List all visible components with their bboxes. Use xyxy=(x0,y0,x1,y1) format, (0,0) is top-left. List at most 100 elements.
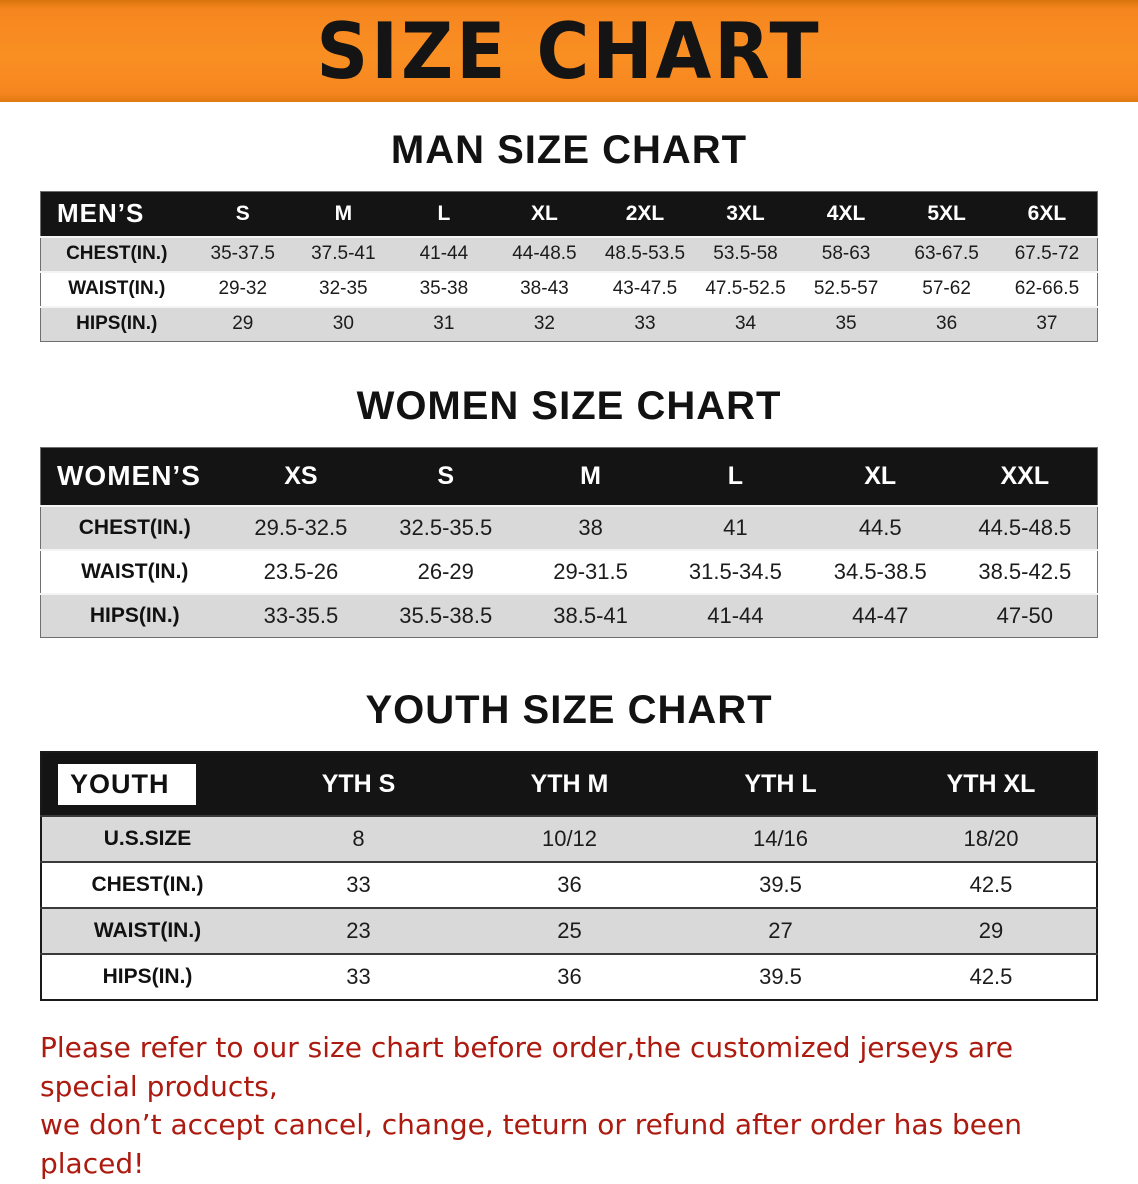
size-value-cell: 58-63 xyxy=(821,243,871,264)
youth-size-section: YOUTH SIZE CHART YOUTH YTH S YTH M YTH L YTH… xyxy=(0,688,1138,1001)
size-header-cell: 5XL xyxy=(896,191,997,237)
size-header-cell: S xyxy=(373,447,519,506)
size-value-cell: 35 xyxy=(835,313,857,335)
size-value-cell: 37 xyxy=(1036,313,1058,335)
row-label-cell: HIPS(IN.) xyxy=(89,603,180,627)
size-value-cell: 18/20 xyxy=(963,826,1019,851)
size-value-cell: 29 xyxy=(978,918,1004,943)
size-value-cell: 38.5-41 xyxy=(553,602,628,628)
header-row: YOUTH YTH S YTH M YTH L YTH XL xyxy=(41,752,1097,816)
size-header-cell: M xyxy=(293,191,394,237)
size-value-cell: 36 xyxy=(557,964,582,989)
table-title-cell: WOMEN’S xyxy=(40,447,229,506)
size-header-cell: L xyxy=(393,191,495,237)
size-value-cell: 29 xyxy=(232,313,254,335)
size-value-cell: 29-32 xyxy=(218,278,268,299)
size-header-cell: L xyxy=(662,447,808,506)
row-label-cell: U.S.SIZE xyxy=(103,827,192,850)
size-value-cell: 38 xyxy=(578,514,603,540)
size-value-cell: 44-47 xyxy=(852,602,909,628)
size-value-cell: 27 xyxy=(768,918,793,943)
measurement-row: WAIST(IN.) 23.5-26 26-29 29-31.5 31.5-34.5 34… xyxy=(40,549,1098,594)
size-header-cell: 2XL xyxy=(594,191,696,237)
men-size-table: MEN’S S M L XL 2XL 3XL 4XL 5XL 6XL CHEST(IN.) 35-37… xyxy=(40,191,1098,342)
size-value-cell: 34 xyxy=(734,313,757,335)
row-label-cell: HIPS(IN.) xyxy=(76,313,158,335)
men-size-section: MAN SIZE CHART MEN’S S M L XL 2XL 3XL 4XL 5XL 6XL… xyxy=(0,128,1138,342)
row-label-cell: WAIST(IN.) xyxy=(81,559,189,583)
size-header-cell: YTH XL xyxy=(886,752,1097,816)
size-value-cell: 41-44 xyxy=(707,602,764,628)
size-value-cell: 14/16 xyxy=(752,826,809,851)
measurement-row: WAIST(IN.) 23 25 27 29 xyxy=(41,908,1097,954)
youth-size-table: YOUTH YTH S YTH M YTH L YTH XL U.S.SIZE 8 10/12… xyxy=(40,751,1098,1001)
women-size-table: WOMEN’S XS S M L XL XXL CHEST(IN.) 29.5-32.5 32.5… xyxy=(40,447,1098,638)
size-value-cell: 8 xyxy=(352,826,365,851)
measurement-row: HIPS(IN.) 29 30 31 32 33 34 35 36 37 xyxy=(40,306,1098,342)
size-value-cell: 31.5-34.5 xyxy=(688,558,782,584)
youth-section-title: YOUTH SIZE CHART xyxy=(365,688,773,732)
size-value-cell: 44.5-48.5 xyxy=(978,514,1072,540)
size-value-cell: 33-35.5 xyxy=(263,602,339,628)
row-label-cell: CHEST(IN.) xyxy=(91,873,204,896)
size-value-cell: 23.5-26 xyxy=(263,558,339,584)
measurement-row: CHEST(IN.) 33 36 39.5 42.5 xyxy=(41,862,1097,908)
size-value-cell: 57-62 xyxy=(922,278,971,299)
size-chart-banner: SIZE CHART xyxy=(0,0,1138,102)
size-value-cell: 10/12 xyxy=(541,826,598,851)
size-value-cell: 53.5-58 xyxy=(713,243,778,264)
size-value-cell: 42.5 xyxy=(969,964,1013,989)
size-value-cell: 39.5 xyxy=(759,964,802,989)
size-value-cell: 41 xyxy=(723,514,748,540)
size-header-cell: YTH S xyxy=(253,752,464,816)
table-title-label: YOUTH xyxy=(58,763,196,805)
table-title-cell: MEN’S xyxy=(40,191,193,237)
row-label-cell: CHEST(IN.) xyxy=(78,515,191,539)
size-value-cell: 39.5 xyxy=(759,872,802,897)
disclaimer-line-2: we don’t accept cancel, change, teturn o… xyxy=(40,1108,1022,1180)
size-header-cell: M xyxy=(518,447,663,506)
size-value-cell: 43-47.5 xyxy=(612,278,678,299)
size-value-cell: 38-43 xyxy=(520,278,569,299)
row-label-cell: WAIST(IN.) xyxy=(93,919,202,942)
row-label-cell: CHEST(IN.) xyxy=(66,243,168,264)
table-title-label: WOMEN’S xyxy=(57,460,201,492)
header-row: WOMEN’S XS S M L XL XXL xyxy=(40,447,1098,506)
size-value-cell: 35-37.5 xyxy=(210,243,275,264)
size-value-cell: 36 xyxy=(936,313,958,335)
size-header-cell: 4XL xyxy=(795,191,897,237)
men-section-title: MAN SIZE CHART xyxy=(390,128,748,172)
size-value-cell: 63-67.5 xyxy=(914,243,979,264)
size-value-cell: 26-29 xyxy=(417,558,474,584)
size-value-cell: 36 xyxy=(557,872,582,897)
size-value-cell: 47.5-52.5 xyxy=(705,278,786,299)
size-header-cell: XS xyxy=(228,447,374,506)
header-row: MEN’S S M L XL 2XL 3XL 4XL 5XL 6XL xyxy=(40,191,1098,237)
size-value-cell: 47-50 xyxy=(996,602,1053,628)
size-value-cell: 29-31.5 xyxy=(553,558,628,584)
disclaimer-line-1: Please refer to our size chart before or… xyxy=(40,1031,1014,1103)
size-value-cell: 23 xyxy=(346,918,371,943)
size-header-cell: YTH M xyxy=(464,752,675,816)
size-value-cell: 30 xyxy=(332,313,354,335)
size-value-cell: 32 xyxy=(533,313,555,335)
size-value-cell: 41-44 xyxy=(419,243,469,264)
size-value-cell: 38.5-42.5 xyxy=(978,558,1072,584)
size-value-cell: 48.5-53.5 xyxy=(604,243,686,264)
measurement-row: HIPS(IN.) 33-35.5 35.5-38.5 38.5-41 41-44 44-… xyxy=(40,593,1098,638)
size-value-cell: 44.5 xyxy=(858,514,902,540)
size-value-cell: 33 xyxy=(346,964,371,989)
measurement-row: WAIST(IN.) 29-32 32-35 35-38 38-43 43-47.5 47.… xyxy=(40,271,1098,307)
row-label-cell: HIPS(IN.) xyxy=(102,965,193,988)
measurement-row: HIPS(IN.) 33 36 39.5 42.5 xyxy=(41,954,1097,1000)
size-value-cell: 33 xyxy=(346,872,371,897)
size-header-cell: XXL xyxy=(952,447,1098,506)
page-title: SIZE CHART xyxy=(316,5,822,97)
size-value-cell: 52.5-57 xyxy=(813,278,879,299)
women-size-section: WOMEN SIZE CHART WOMEN’S XS S M L XL XXL CHEST(… xyxy=(0,384,1138,638)
size-header-cell: S xyxy=(192,191,294,237)
size-value-cell: 25 xyxy=(557,918,582,943)
size-value-cell: 33 xyxy=(634,313,656,335)
size-value-cell: 62-66.5 xyxy=(1014,278,1080,299)
disclaimer-text: Please refer to our size chart before or… xyxy=(40,1029,1114,1184)
